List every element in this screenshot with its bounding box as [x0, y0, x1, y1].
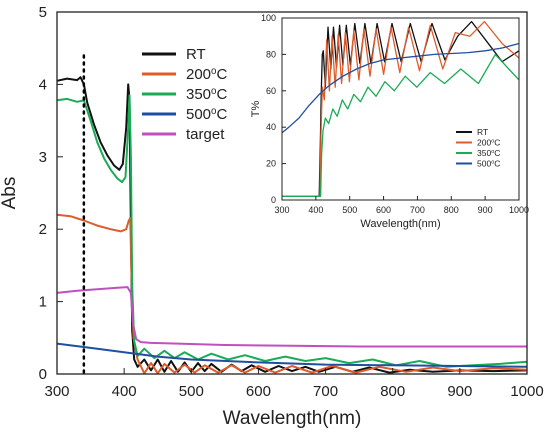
- inset-series-group: [281, 20, 520, 198]
- inset-y-axis-title: T%: [250, 101, 262, 118]
- inset-y-tick-label: 80: [266, 49, 276, 59]
- main-series-line-2: [56, 94, 528, 368]
- inset-chart: 300 400 500 600 700 800 900 1000 0 20 40 60 80 100 W…: [250, 13, 529, 230]
- inset-legend-label-0: RT: [477, 127, 488, 137]
- main-legend-label-1: 200oC: [186, 66, 227, 84]
- main-y-tick-label: 1: [39, 294, 47, 311]
- main-x-tick-label: 400: [112, 383, 137, 400]
- inset-background: [282, 18, 519, 200]
- main-x-tick-label: 600: [246, 383, 271, 400]
- main-series-line-4: [56, 286, 527, 348]
- main-y-tick-label: 3: [39, 149, 47, 166]
- main-x-axis-title: Wavelength(nm): [223, 408, 362, 429]
- inset-legend-label-1: 200oC: [477, 138, 500, 148]
- main-series-group: [56, 76, 528, 375]
- main-plot-frame: [56, 11, 528, 375]
- inset-legend-label-2: 350oC: [477, 148, 500, 158]
- main-series-line-3: [56, 342, 528, 368]
- main-x-tick-label: 1000: [510, 383, 543, 400]
- inset-x-axis-title: Wavelength(nm): [360, 218, 440, 230]
- inset-x-tick-label: 700: [410, 205, 425, 215]
- main-legend-label-4: target: [186, 126, 225, 143]
- inset-y-ticks: 0 20 40 60 80 100: [261, 13, 286, 205]
- main-legend-label-0: RT: [186, 46, 206, 63]
- main-x-tick-label: 300: [44, 383, 69, 400]
- inset-y-tick-label: 0: [271, 195, 276, 205]
- inset-y-tick-label: 20: [266, 159, 276, 169]
- inset-x-tick-label: 500: [342, 205, 357, 215]
- inset-x-ticks: 300 400 500 600 700 800 900 1000: [274, 196, 529, 215]
- inset-y-tick-label: 60: [266, 86, 276, 96]
- main-x-tick-label: 800: [380, 383, 405, 400]
- inset-legend-label-3: 500oC: [477, 159, 500, 169]
- main-legend-label-3: 500oC: [186, 106, 227, 124]
- main-x-tick-label: 900: [447, 383, 472, 400]
- inset-series-line-1: [282, 20, 520, 198]
- main-y-tick-label: 2: [39, 221, 47, 238]
- inset-x-tick-label: 300: [274, 205, 289, 215]
- main-y-tick-label: 5: [39, 4, 47, 21]
- inset-y-tick-label: 100: [261, 13, 276, 23]
- main-x-tick-label: 700: [313, 383, 338, 400]
- main-y-ticks: 0 1 2 3 4 5: [39, 4, 63, 383]
- main-legend: RT 200oC 350oC 500oC target: [142, 46, 227, 143]
- main-y-axis-title: Abs: [0, 177, 20, 210]
- inset-x-tick-label: 1000: [509, 205, 529, 215]
- main-y-tick-label: 4: [39, 76, 47, 93]
- main-y-tick-label: 0: [39, 366, 47, 383]
- main-x-ticks: 300 400 500 600 700 800 900 1000: [44, 368, 544, 400]
- main-legend-label-2: 350oC: [186, 86, 227, 104]
- main-series-line-1: [56, 213, 528, 375]
- inset-x-tick-label: 800: [444, 205, 459, 215]
- inset-x-tick-label: 900: [478, 205, 493, 215]
- inset-series-line-2: [282, 53, 520, 198]
- inset-x-tick-label: 400: [308, 205, 323, 215]
- main-x-tick-label: 500: [179, 383, 204, 400]
- inset-x-tick-label: 600: [376, 205, 391, 215]
- inset-plot-frame: [281, 17, 520, 201]
- inset-series-line-3: [281, 42, 520, 134]
- inset-y-tick-label: 40: [266, 122, 276, 132]
